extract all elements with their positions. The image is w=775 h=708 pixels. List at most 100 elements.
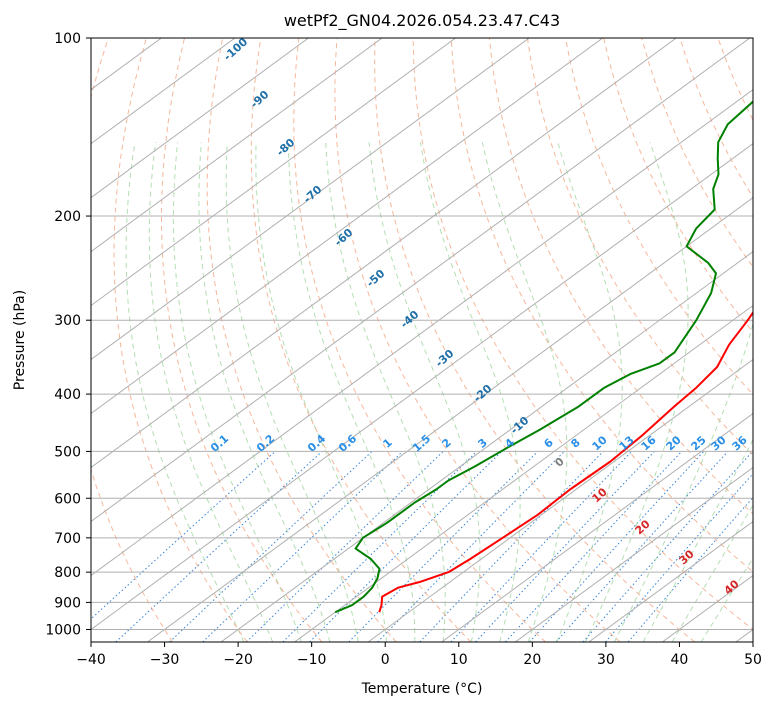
x-tick-label: 0 bbox=[381, 652, 390, 668]
mixing-ratio-label: 8 bbox=[568, 436, 582, 451]
isotherm-line bbox=[91, 38, 236, 145]
isotherm-line bbox=[91, 38, 309, 199]
dewpoint-profile-line bbox=[334, 100, 753, 614]
line-labels: -100-90-80-70-60-50-40-30-20-100.1 0.2 0.4… bbox=[208, 38, 750, 597]
dry-adiabat-line bbox=[641, 38, 753, 268]
mixing-ratio-label: 10 bbox=[590, 433, 610, 453]
mixing-ratio-line bbox=[450, 451, 633, 642]
mixing-ratio-line bbox=[348, 451, 539, 642]
mixing-ratio-line bbox=[605, 473, 753, 642]
moist-adiabat-line bbox=[325, 142, 446, 642]
x-tick-label: 40 bbox=[671, 652, 689, 668]
isotherm-line bbox=[147, 196, 753, 642]
dry-adiabat-line bbox=[113, 38, 248, 642]
moist-adiabat-line bbox=[368, 142, 481, 642]
mixing-ratio-label: 25 bbox=[689, 433, 709, 453]
dry-adiabat-line bbox=[679, 38, 753, 199]
mixing-ratio-line bbox=[202, 451, 404, 642]
dry-adiabat-label: -30 bbox=[433, 347, 457, 370]
y-tick-label: 900 bbox=[54, 595, 81, 611]
y-tick-label: 800 bbox=[54, 565, 81, 581]
isotherm-line bbox=[91, 89, 753, 577]
moist-adiabat-line bbox=[125, 142, 245, 642]
moist-adiabat-line bbox=[671, 504, 753, 642]
mixing-ratio-line bbox=[555, 451, 729, 642]
isotherm-line bbox=[367, 358, 753, 642]
x-axis-ticks: −40 −30 −20 −10 0 10 20 30 40 50 bbox=[76, 642, 762, 668]
chart-title: wetPf2_GN04.2026.054.23.47.C43 bbox=[284, 11, 560, 31]
mixing-ratio-line bbox=[505, 451, 683, 642]
isotherm-line bbox=[735, 628, 753, 642]
dry-adiabat-label: -50 bbox=[364, 267, 388, 290]
y-tick-label: 100 bbox=[54, 31, 81, 47]
moist-adiabat-line bbox=[255, 142, 388, 642]
mixing-ratio-lines bbox=[91, 451, 753, 642]
isotherm-line bbox=[662, 574, 753, 642]
isotherm-line bbox=[441, 412, 753, 642]
isotherm-line bbox=[91, 38, 677, 469]
x-tick-label: −40 bbox=[76, 652, 106, 668]
moist-adiabat-line bbox=[172, 142, 302, 642]
isotherm-line bbox=[91, 38, 530, 361]
isotherm-line bbox=[91, 38, 456, 307]
mixing-ratio-line bbox=[529, 451, 705, 642]
moist-adiabat-line bbox=[700, 557, 753, 642]
y-tick-label: 500 bbox=[54, 444, 81, 460]
mixing-ratio-line bbox=[91, 451, 276, 620]
mixing-ratio-label: 6 bbox=[541, 436, 556, 451]
mixing-ratio-line bbox=[169, 451, 373, 642]
moist-adiabat-label: 20 bbox=[633, 517, 653, 537]
dry-adiabat-label: -90 bbox=[248, 88, 272, 111]
dry-adiabat-line bbox=[756, 38, 775, 642]
mixing-ratio-line bbox=[309, 451, 503, 642]
plot-frame bbox=[90, 37, 754, 643]
mixing-ratio-line bbox=[582, 451, 753, 642]
y-tick-label: 600 bbox=[54, 491, 81, 507]
x-tick-label: −10 bbox=[297, 652, 327, 668]
x-tick-label: 50 bbox=[744, 652, 762, 668]
y-tick-label: 700 bbox=[54, 531, 81, 547]
isotherm-line bbox=[91, 142, 753, 631]
profile-series bbox=[334, 100, 753, 614]
isotherm-line bbox=[220, 250, 753, 642]
x-tick-label: −30 bbox=[150, 652, 180, 668]
y-axis-label: Pressure (hPa) bbox=[12, 290, 28, 390]
mixing-ratio-label: 1 bbox=[380, 436, 394, 451]
dry-adiabat-line bbox=[293, 38, 546, 642]
mixing-ratio-label: 3 bbox=[475, 436, 489, 451]
x-tick-label: 30 bbox=[597, 652, 615, 668]
isotherm-line bbox=[514, 466, 753, 642]
dry-adiabats bbox=[91, 38, 775, 642]
mixing-ratio-line bbox=[282, 451, 478, 642]
plot-area: -100-90-80-70-60-50-40-30-20-100.1 0.2 0.4… bbox=[91, 38, 775, 642]
dry-adiabat-line bbox=[250, 38, 472, 642]
isotherm-grid bbox=[91, 38, 753, 642]
y-tick-label: 400 bbox=[54, 387, 81, 403]
dry-adiabat-line bbox=[374, 38, 696, 642]
mixing-ratio-line bbox=[377, 451, 565, 642]
temperature-profile-line bbox=[378, 310, 753, 613]
dry-adiabat-line bbox=[334, 38, 621, 642]
x-tick-label: 10 bbox=[450, 652, 468, 668]
dry-adiabat-line bbox=[412, 38, 753, 631]
isotherm-line bbox=[91, 38, 603, 415]
y-axis-ticks: 100 200 300 400 500 600 700 800 900 1000 bbox=[45, 31, 91, 638]
moist-adiabat-line bbox=[225, 142, 359, 642]
x-tick-label: 20 bbox=[523, 652, 541, 668]
x-axis-label: Temperature (°C) bbox=[361, 681, 483, 697]
dry-adiabat-line bbox=[565, 38, 753, 396]
x-tick-label: −20 bbox=[223, 652, 253, 668]
mixing-ratio-label: 30 bbox=[709, 433, 729, 453]
isotherm-line bbox=[91, 38, 751, 523]
moist-adiabat-label: 10 bbox=[590, 485, 610, 505]
mixing-ratio-label: 20 bbox=[664, 433, 684, 453]
moist-adiabat-line bbox=[288, 142, 416, 642]
isotherm-line bbox=[294, 304, 753, 642]
dry-adiabat-line bbox=[91, 38, 174, 642]
y-tick-label: 1000 bbox=[45, 622, 81, 638]
y-tick-label: 300 bbox=[54, 313, 81, 329]
mixing-ratio-label: 2 bbox=[439, 436, 453, 451]
y-tick-label: 200 bbox=[54, 209, 81, 225]
isotherm-line bbox=[91, 38, 383, 253]
